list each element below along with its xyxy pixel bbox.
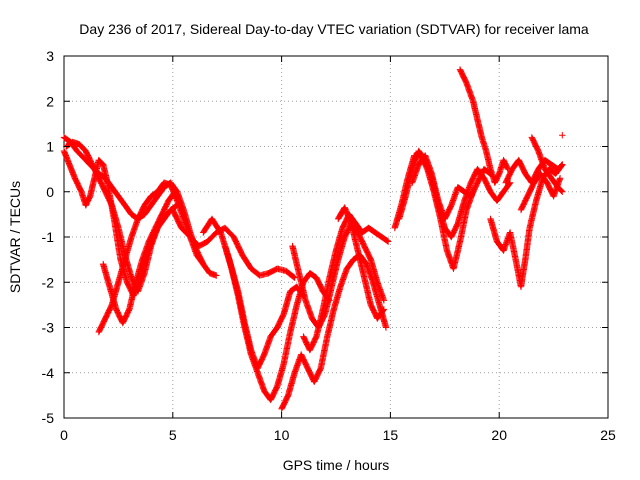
data-point-markers <box>200 215 307 372</box>
series-track-15 <box>409 152 494 223</box>
y-tick-label: -4 <box>42 365 55 381</box>
series-track-16 <box>456 66 512 186</box>
data-point-markers <box>456 66 512 186</box>
data-point-markers <box>559 132 566 139</box>
y-tick-label: 3 <box>46 48 54 64</box>
data-point-markers <box>169 206 298 281</box>
series-track-5 <box>100 188 179 327</box>
axis-ticks: 0 5 10 15 20 25 -5 -4 -3 -2 -1 0 1 2 3 <box>42 48 616 443</box>
y-tick-label: 1 <box>46 139 54 155</box>
series-track-2 <box>60 147 163 299</box>
x-tick-label: 10 <box>274 427 290 443</box>
series-track-20 <box>517 170 564 214</box>
y-axis-label: SDTVAR / TECUs <box>7 181 23 293</box>
data-point-markers <box>100 188 179 327</box>
x-tick-label: 20 <box>491 427 507 443</box>
data-point-markers <box>335 204 388 322</box>
data-points <box>60 66 566 413</box>
series-track-7 <box>200 215 307 372</box>
x-tick-label: 25 <box>600 427 616 443</box>
y-tick-label: -3 <box>42 320 55 336</box>
series-track-8 <box>221 242 333 404</box>
data-point-markers <box>60 147 163 299</box>
y-tick-label: -2 <box>42 274 55 290</box>
x-tick-label: 15 <box>383 427 399 443</box>
chart-title: Day 236 of 2017, Sidereal Day-to-day VTE… <box>79 21 589 37</box>
y-tick-label: -5 <box>42 410 55 426</box>
data-point-markers <box>300 211 392 354</box>
y-tick-label: -1 <box>42 229 55 245</box>
x-tick-label: 0 <box>60 427 68 443</box>
data-point-markers <box>409 152 494 223</box>
series-track-11 <box>300 211 392 354</box>
x-axis-label: GPS time / hours <box>283 457 390 473</box>
data-point-markers <box>517 170 564 214</box>
y-tick-label: 0 <box>46 184 54 200</box>
series-track-9 <box>278 251 390 413</box>
data-point-markers <box>221 242 333 404</box>
data-point-markers <box>278 251 390 413</box>
series-track-12 <box>335 204 388 322</box>
y-tick-label: 2 <box>46 93 54 109</box>
series-track-6 <box>169 206 298 281</box>
series-track-21 <box>559 132 566 139</box>
x-tick-label: 5 <box>169 427 177 443</box>
